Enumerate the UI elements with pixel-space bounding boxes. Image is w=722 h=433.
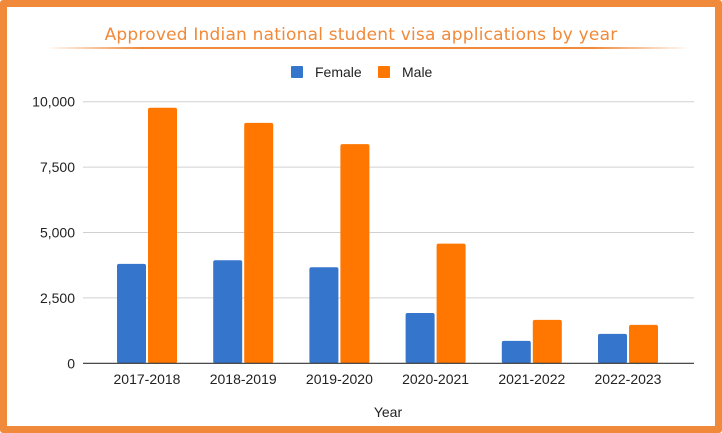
legend-label-male: Male <box>402 64 433 80</box>
bar-male-2021-2022 <box>532 319 562 364</box>
x-tick-label: 2022-2023 <box>595 371 662 387</box>
chart-title: Approved Indian national student visa ap… <box>104 25 618 45</box>
legend-swatch-female <box>291 66 303 78</box>
bar-male-2019-2020 <box>340 144 370 364</box>
legend-label-female: Female <box>315 64 362 80</box>
bar-male-2020-2021 <box>436 243 466 364</box>
legend-swatch-male <box>378 66 390 78</box>
bar-female-2021-2022 <box>501 340 531 364</box>
bar-female-2022-2023 <box>598 333 627 364</box>
x-tick-label: 2021-2022 <box>498 371 565 387</box>
y-tick-label: 7,500 <box>40 159 75 175</box>
bar-male-2022-2023 <box>629 324 658 364</box>
title-underline <box>45 47 690 49</box>
x-tick-label: 2018-2019 <box>210 371 277 387</box>
bar-male-2017-2018 <box>148 107 177 364</box>
y-tick-label: 5,000 <box>40 225 75 241</box>
x-tick-label: 2017-2018 <box>114 371 181 387</box>
x-tick-label: 2019-2020 <box>306 371 373 387</box>
x-axis-title: Year <box>374 404 403 420</box>
bar-female-2019-2020 <box>309 267 339 364</box>
bar-female-2018-2019 <box>213 260 243 364</box>
bar-female-2020-2021 <box>405 312 435 364</box>
y-tick-label: 2,500 <box>40 290 75 306</box>
x-tick-label: 2020-2021 <box>402 371 469 387</box>
y-tick-label: 10,000 <box>32 94 75 110</box>
bar-male-2018-2019 <box>244 122 274 364</box>
bar-female-2017-2018 <box>117 263 146 364</box>
y-tick-label: 0 <box>67 355 75 371</box>
